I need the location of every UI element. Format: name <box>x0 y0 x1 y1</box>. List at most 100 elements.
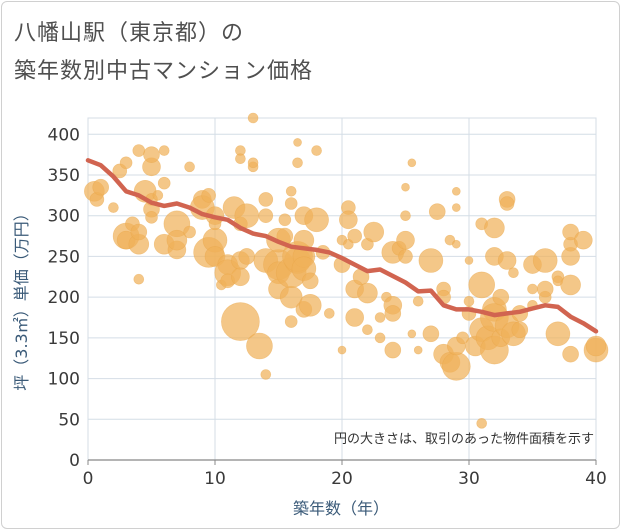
data-bubble <box>92 178 109 196</box>
data-bubble <box>247 157 259 169</box>
trend-line-layer <box>85 158 599 334</box>
data-bubble <box>145 211 158 224</box>
data-bubble <box>298 293 322 317</box>
data-bubble <box>484 217 505 239</box>
data-bubble <box>157 176 171 190</box>
data-bubble <box>441 352 471 381</box>
data-bubble <box>183 225 196 239</box>
data-bubble <box>260 369 272 380</box>
data-bubble <box>398 249 413 264</box>
x-tick-label: 40 <box>585 469 607 489</box>
data-bubble <box>258 192 274 207</box>
data-bubble <box>231 267 250 287</box>
data-bubble <box>108 202 119 213</box>
x-tick-label: 0 <box>83 469 94 489</box>
data-bubble <box>293 138 302 147</box>
y-tick-label: 150 <box>48 329 80 349</box>
data-bubble <box>119 156 133 170</box>
data-bubble <box>285 185 297 197</box>
y-tick-label: 200 <box>48 288 80 308</box>
x-tick-label: 10 <box>204 469 226 489</box>
data-bubble <box>246 332 273 360</box>
data-bubble <box>428 203 446 220</box>
data-bubble <box>323 308 335 319</box>
y-tick-label: 0 <box>69 451 80 471</box>
chart-title-line1: 八幡山駅（東京都）の <box>14 21 245 46</box>
data-bubble <box>374 332 386 344</box>
data-bubble <box>573 230 593 250</box>
data-bubble <box>532 248 558 273</box>
data-bubble <box>374 312 386 323</box>
size-note: 円の大きさは、取引のあった物件面積を示す <box>334 432 594 447</box>
data-bubble <box>412 295 424 307</box>
data-bubble <box>357 282 378 304</box>
data-bubble <box>499 196 515 211</box>
data-bubble <box>418 248 444 273</box>
data-bubble <box>422 325 440 343</box>
data-bubble <box>464 256 474 265</box>
data-bubble <box>527 283 538 295</box>
data-bubble <box>133 273 145 285</box>
data-bubble <box>235 153 246 165</box>
data-bubble <box>511 321 529 339</box>
data-bubble <box>292 157 303 169</box>
data-bubble <box>468 271 496 299</box>
data-bubble <box>362 324 373 336</box>
x-tick-label: 30 <box>458 469 480 489</box>
data-bubble <box>585 335 607 357</box>
data-bubble <box>339 210 358 230</box>
y-axis-label: 坪（3.3㎡）単価（万円） <box>12 205 31 390</box>
data-bubble <box>238 248 256 265</box>
data-bubble <box>284 197 298 210</box>
axes: 0 50 100 150 200 250 300 350 400 0 10 20 30 40 <box>48 125 607 489</box>
data-bubble <box>476 418 488 429</box>
data-bubble <box>284 315 298 328</box>
data-bubble <box>492 288 510 306</box>
y-tick-label: 100 <box>48 370 80 390</box>
data-bubble <box>400 210 411 222</box>
data-bubble <box>562 345 579 363</box>
data-bubble <box>384 341 402 359</box>
data-bubble <box>278 213 292 227</box>
data-bubble <box>407 158 417 168</box>
data-bubble <box>166 229 188 251</box>
data-bubble <box>301 272 319 290</box>
data-bubble <box>396 230 415 250</box>
data-bubble <box>311 145 322 156</box>
x-axis-label: 築年数（年） <box>293 499 389 518</box>
y-tick-label: 50 <box>58 410 80 430</box>
data-bubble <box>407 329 417 339</box>
data-bubble <box>560 274 581 296</box>
data-bubble <box>337 345 347 355</box>
y-tick-label: 250 <box>48 247 80 267</box>
data-bubble <box>132 144 146 157</box>
data-bubble <box>201 188 216 203</box>
bubble-layer <box>84 112 609 429</box>
y-tick-label: 300 <box>48 207 80 227</box>
data-bubble <box>130 223 148 241</box>
data-bubble <box>221 302 260 341</box>
data-bubble <box>463 295 475 307</box>
data-bubble <box>304 207 329 233</box>
data-bubble <box>451 186 461 196</box>
data-bubble <box>143 146 160 163</box>
grid-lines <box>87 117 597 461</box>
data-bubble <box>562 223 579 241</box>
data-bubble <box>451 239 461 249</box>
data-bubble <box>456 331 469 345</box>
data-bubble <box>158 145 170 156</box>
data-bubble <box>545 321 571 347</box>
data-bubble <box>247 112 259 124</box>
y-tick-label: 350 <box>48 166 80 186</box>
data-bubble <box>497 251 517 270</box>
data-bubble <box>345 308 365 327</box>
data-bubble <box>451 203 461 212</box>
y-tick-label: 400 <box>48 125 80 145</box>
x-tick-label: 20 <box>331 469 353 489</box>
data-bubble <box>363 221 385 243</box>
data-bubble <box>258 208 274 224</box>
data-bubble <box>413 345 423 355</box>
data-bubble <box>184 161 195 173</box>
data-bubble <box>384 305 402 322</box>
